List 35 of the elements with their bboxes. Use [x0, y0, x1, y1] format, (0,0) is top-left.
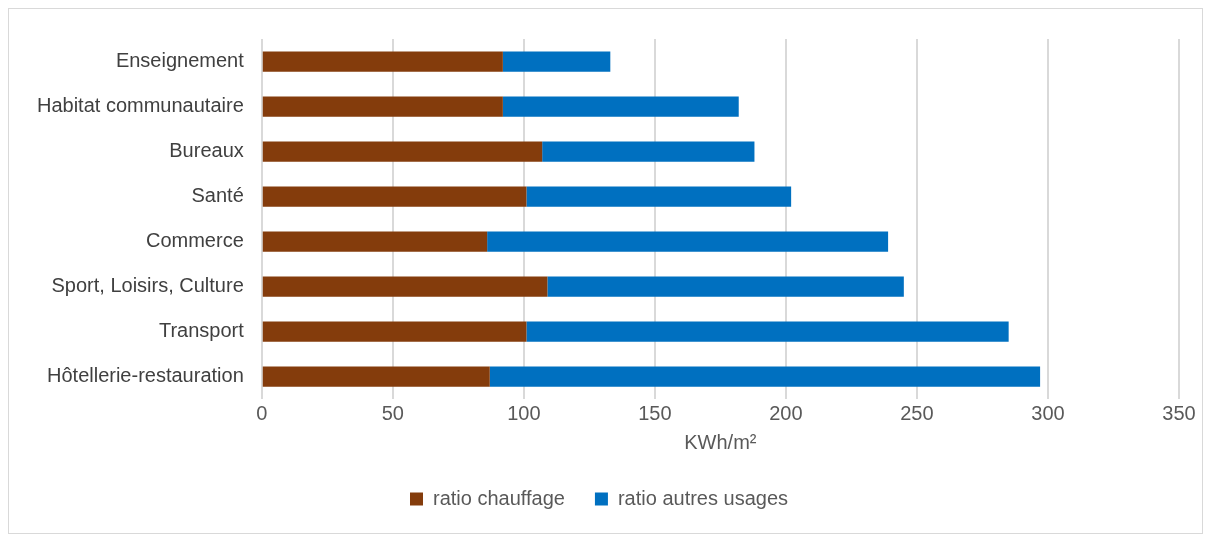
bar — [542, 141, 755, 162]
bar — [262, 231, 488, 252]
bar — [262, 186, 527, 207]
x-tick-label: 150 — [638, 401, 672, 424]
x-tick-label: 300 — [1031, 401, 1065, 424]
bar — [262, 276, 548, 297]
x-axis-title: KWh/m² — [684, 430, 757, 453]
x-tick-label: 50 — [381, 401, 404, 424]
y-tick-label: Hôtellerie-restauration — [47, 364, 244, 387]
bar — [502, 96, 739, 117]
legend-label: ratio chauffage — [432, 486, 565, 509]
bar — [262, 141, 543, 162]
bar — [262, 366, 490, 387]
legend-label: ratio autres usages — [617, 486, 789, 509]
bar — [262, 321, 527, 342]
bar — [262, 51, 503, 72]
y-tick-label: Santé — [191, 184, 244, 207]
bar — [487, 231, 889, 252]
bar — [547, 276, 904, 297]
bar — [526, 321, 1009, 342]
bar — [489, 366, 1041, 387]
y-tick-label: Sport, Loisirs, Culture — [51, 274, 244, 297]
x-tick-label: 250 — [900, 401, 934, 424]
x-tick-label: 0 — [256, 401, 268, 424]
bar — [526, 186, 792, 207]
x-tick-label: 100 — [507, 401, 541, 424]
y-tick-label: Commerce — [145, 229, 244, 252]
y-tick-label: Bureaux — [169, 139, 244, 162]
x-tick-label: 200 — [769, 401, 803, 424]
bar — [502, 51, 611, 72]
x-tick-label: 350 — [1162, 401, 1196, 424]
y-tick-label: Enseignement — [115, 49, 245, 72]
y-tick-label: Transport — [158, 319, 245, 342]
y-tick-label: Habitat communautaire — [36, 94, 244, 117]
bar — [262, 96, 503, 117]
